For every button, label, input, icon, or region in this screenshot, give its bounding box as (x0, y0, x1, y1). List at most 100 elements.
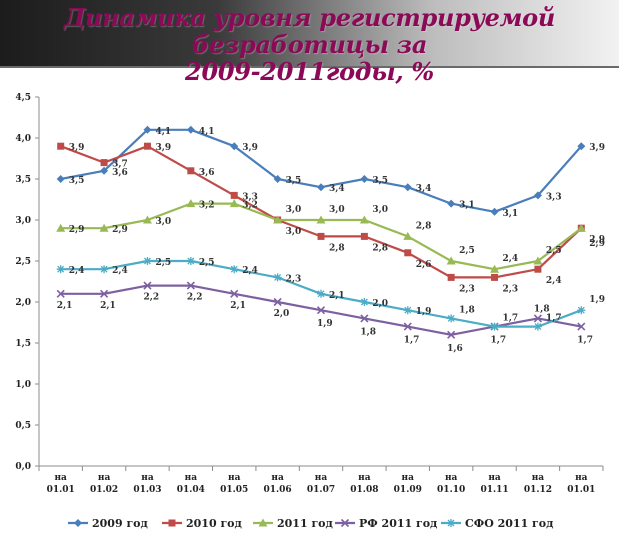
data-point (56, 175, 65, 183)
x-tick-label: на (228, 473, 241, 483)
data-label: 3,5 (372, 176, 388, 186)
data-label: 3,2 (199, 201, 215, 211)
data-label: 3,0 (155, 217, 171, 227)
data-point (100, 166, 109, 175)
data-point (360, 314, 369, 323)
x-tick-label: 01.03 (133, 485, 161, 495)
data-point (577, 142, 586, 151)
data-label: 2,3 (459, 284, 475, 294)
data-label: 1,7 (491, 336, 507, 346)
data-point (56, 289, 65, 298)
data-point (577, 322, 586, 331)
data-label: 1,9 (317, 319, 333, 329)
data-label: 2,1 (100, 301, 116, 311)
data-point (534, 265, 542, 273)
x-tick-label: на (358, 473, 371, 483)
x-tick-label: 01.09 (394, 485, 422, 495)
data-label: 2,5 (546, 246, 562, 256)
data-label: 2,3 (503, 284, 519, 294)
data-label: 3,3 (546, 192, 562, 202)
data-label: 2,4 (242, 266, 258, 276)
data-label: 2,8 (372, 243, 388, 253)
data-label: 3,0 (286, 227, 302, 237)
data-label: 2,4 (69, 266, 85, 276)
data-point (187, 167, 195, 175)
legend-label: СФО 2011 год (465, 517, 553, 530)
data-label: 1,7 (577, 336, 593, 346)
x-tick-label: 01.07 (307, 485, 335, 495)
data-label: 3,6 (199, 168, 215, 178)
data-point (491, 273, 499, 281)
x-tick-label: 01.08 (350, 485, 378, 495)
x-tick-label: на (445, 473, 458, 483)
data-point (56, 223, 66, 232)
data-point (100, 159, 108, 167)
data-label: 3,0 (286, 205, 302, 215)
data-point (142, 215, 152, 224)
data-label: 2,0 (274, 309, 290, 319)
data-point (186, 125, 195, 134)
data-label: 2,8 (329, 243, 345, 253)
legend-label: 2011 год (277, 517, 333, 530)
data-label: 1,7 (404, 336, 420, 346)
data-point (403, 231, 413, 240)
data-point (317, 183, 325, 192)
data-label: 2,8 (416, 221, 432, 231)
data-label: 2,5 (459, 246, 475, 256)
legend-marker (447, 519, 455, 527)
data-label: 2,5 (199, 258, 215, 268)
data-point (447, 314, 456, 323)
data-point (533, 314, 542, 323)
data-label: 2,1 (329, 291, 345, 301)
y-tick-label: 1,0 (15, 380, 31, 390)
legend-label: РФ 2011 год (359, 517, 437, 530)
y-tick-label: 2,5 (15, 257, 31, 267)
data-label: 2,1 (230, 301, 246, 311)
data-label: 2,5 (155, 258, 171, 268)
data-point (404, 249, 412, 257)
data-point (316, 215, 326, 224)
x-tick-label: 01.01 (567, 485, 595, 495)
x-tick-label: на (271, 473, 284, 483)
data-point (360, 298, 369, 306)
data-label: 2,4 (546, 276, 562, 286)
data-label: 3,6 (112, 168, 128, 178)
data-label: 3,2 (242, 201, 258, 211)
data-point (533, 322, 542, 331)
x-tick-label: на (54, 473, 67, 483)
legend-label: 2009 год (92, 517, 148, 530)
data-label: 1,8 (360, 327, 376, 337)
data-label: 3,0 (372, 205, 388, 215)
data-label: 1,7 (546, 314, 562, 324)
x-tick-label: 01.12 (524, 485, 552, 495)
data-point (186, 257, 195, 265)
data-point (533, 256, 543, 265)
data-point (490, 264, 500, 273)
data-label: 4,1 (199, 127, 215, 137)
data-point (143, 125, 152, 134)
data-point (447, 199, 456, 208)
data-label: 3,9 (242, 143, 258, 153)
data-point (143, 142, 151, 150)
data-label: 1,9 (589, 295, 605, 305)
x-tick-label: 01.01 (47, 485, 75, 495)
legend-marker (168, 519, 176, 527)
y-tick-label: 3,5 (15, 175, 31, 185)
data-point (100, 265, 109, 274)
data-point (99, 223, 109, 232)
y-tick-label: 1,5 (15, 339, 31, 349)
data-point (447, 273, 455, 281)
data-label: 2,9 (112, 225, 128, 235)
y-tick-label: 0,5 (15, 421, 31, 431)
data-point (143, 281, 152, 290)
data-point (273, 175, 282, 183)
data-label: 2,4 (112, 266, 128, 276)
x-tick-label: на (488, 473, 501, 483)
data-point (229, 199, 239, 208)
data-label: 2,9 (69, 225, 85, 235)
data-point (360, 232, 368, 240)
data-point (186, 281, 195, 290)
chart-title: Динамика уровня регистрируемой безработи… (63, 3, 556, 86)
x-tick-label: 01.11 (480, 485, 508, 495)
